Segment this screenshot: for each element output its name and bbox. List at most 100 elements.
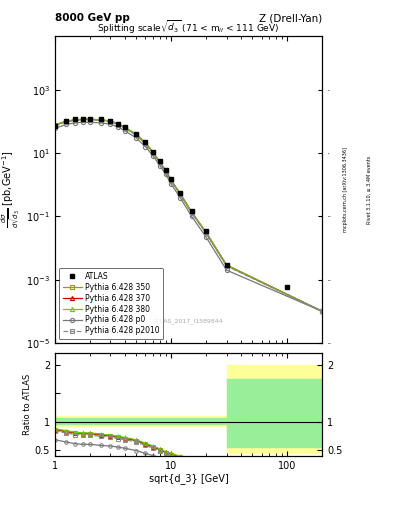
Pythia 6.428 p2010 xyxy=(53,122,57,129)
Pythia 6.428 350 xyxy=(64,118,69,124)
Pythia 6.428 p0 xyxy=(53,125,57,132)
ATLAS xyxy=(81,116,86,122)
Line: Pythia 6.428 370: Pythia 6.428 370 xyxy=(53,117,324,313)
Text: Rivet 3.1.10, ≥ 3.4M events: Rivet 3.1.10, ≥ 3.4M events xyxy=(367,155,372,224)
Pythia 6.428 380 xyxy=(320,308,325,314)
Pythia 6.428 p2010 xyxy=(64,119,69,125)
Line: Pythia 6.428 p2010: Pythia 6.428 p2010 xyxy=(53,118,324,313)
Pythia 6.428 350 xyxy=(163,168,168,174)
Pythia 6.428 380 xyxy=(123,124,127,131)
Line: Pythia 6.428 350: Pythia 6.428 350 xyxy=(53,117,324,313)
Pythia 6.428 380 xyxy=(64,118,69,124)
Pythia 6.428 350 xyxy=(178,191,183,197)
Pythia 6.428 380 xyxy=(108,118,113,124)
Pythia 6.428 370 xyxy=(224,262,229,268)
X-axis label: sqrt{d_3} [GeV]: sqrt{d_3} [GeV] xyxy=(149,473,228,484)
Pythia 6.428 p0 xyxy=(143,143,148,150)
Pythia 6.428 350 xyxy=(53,122,57,129)
Pythia 6.428 p0 xyxy=(204,234,208,240)
Pythia 6.428 p0 xyxy=(123,128,127,134)
Pythia 6.428 p0 xyxy=(151,153,156,159)
Pythia 6.428 370 xyxy=(143,140,148,146)
Pythia 6.428 380 xyxy=(151,149,156,155)
ATLAS xyxy=(116,120,121,126)
Pythia 6.428 p0 xyxy=(189,214,194,220)
Pythia 6.428 380 xyxy=(73,117,78,123)
Pythia 6.428 350 xyxy=(169,178,174,184)
Pythia 6.428 350 xyxy=(81,116,86,122)
Line: ATLAS: ATLAS xyxy=(53,116,290,289)
Pythia 6.428 370 xyxy=(108,118,113,124)
ATLAS xyxy=(169,176,174,182)
Pythia 6.428 350 xyxy=(224,263,229,269)
Line: Pythia 6.428 p0: Pythia 6.428 p0 xyxy=(53,120,324,313)
Pythia 6.428 380 xyxy=(143,139,148,145)
Text: 8000 GeV pp: 8000 GeV pp xyxy=(55,13,130,23)
Pythia 6.428 p2010 xyxy=(88,117,92,123)
ATLAS xyxy=(64,118,69,124)
ATLAS xyxy=(134,131,139,137)
Pythia 6.428 p0 xyxy=(163,172,168,178)
Pythia 6.428 p2010 xyxy=(158,160,162,166)
Text: mcplots.cern.ch [arXiv:1306.3436]: mcplots.cern.ch [arXiv:1306.3436] xyxy=(343,147,348,232)
Pythia 6.428 370 xyxy=(320,308,325,314)
Line: Pythia 6.428 380: Pythia 6.428 380 xyxy=(53,117,324,313)
Pythia 6.428 380 xyxy=(134,131,139,137)
Pythia 6.428 380 xyxy=(224,262,229,268)
ATLAS xyxy=(178,190,183,196)
Pythia 6.428 350 xyxy=(151,150,156,156)
Pythia 6.428 p2010 xyxy=(73,117,78,123)
Pythia 6.428 370 xyxy=(81,116,86,122)
Pythia 6.428 380 xyxy=(163,167,168,174)
Pythia 6.428 350 xyxy=(88,116,92,122)
Title: Splitting scale$\sqrt{d_3}$ (71 < m$_{ll}$ < 111 GeV): Splitting scale$\sqrt{d_3}$ (71 < m$_{ll… xyxy=(97,18,280,36)
Pythia 6.428 350 xyxy=(204,230,208,236)
Pythia 6.428 380 xyxy=(81,116,86,122)
Pythia 6.428 350 xyxy=(73,117,78,123)
Pythia 6.428 p2010 xyxy=(81,117,86,123)
Pythia 6.428 380 xyxy=(88,116,92,122)
Text: Z (Drell-Yan): Z (Drell-Yan) xyxy=(259,13,322,23)
Pythia 6.428 370 xyxy=(73,117,78,123)
Pythia 6.428 350 xyxy=(99,117,104,123)
Pythia 6.428 p2010 xyxy=(204,230,208,237)
Pythia 6.428 p2010 xyxy=(116,121,121,127)
Pythia 6.428 370 xyxy=(123,124,127,131)
Pythia 6.428 p2010 xyxy=(108,119,113,125)
Pythia 6.428 p2010 xyxy=(178,191,183,198)
Pythia 6.428 370 xyxy=(151,150,156,156)
Pythia 6.428 p0 xyxy=(224,267,229,273)
Pythia 6.428 350 xyxy=(143,140,148,146)
ATLAS xyxy=(88,116,92,122)
Pythia 6.428 370 xyxy=(189,209,194,215)
Pythia 6.428 p2010 xyxy=(320,308,325,314)
Pythia 6.428 380 xyxy=(204,229,208,236)
Pythia 6.428 p2010 xyxy=(189,210,194,216)
Pythia 6.428 p2010 xyxy=(123,125,127,132)
Pythia 6.428 p0 xyxy=(178,195,183,201)
Pythia 6.428 p2010 xyxy=(151,150,156,156)
Pythia 6.428 380 xyxy=(116,121,121,127)
ATLAS xyxy=(108,118,113,124)
Pythia 6.428 370 xyxy=(163,168,168,174)
Pythia 6.428 p2010 xyxy=(169,178,174,184)
Pythia 6.428 350 xyxy=(189,209,194,215)
Pythia 6.428 350 xyxy=(158,159,162,165)
ATLAS xyxy=(143,139,148,145)
Text: ATLAS_2017_I1589844: ATLAS_2017_I1589844 xyxy=(153,318,224,325)
Pythia 6.428 370 xyxy=(134,131,139,137)
Pythia 6.428 p0 xyxy=(116,124,121,130)
Pythia 6.428 370 xyxy=(204,229,208,236)
Pythia 6.428 p2010 xyxy=(143,141,148,147)
Pythia 6.428 370 xyxy=(64,118,69,124)
ATLAS xyxy=(285,284,290,290)
ATLAS xyxy=(123,124,127,131)
ATLAS xyxy=(163,166,168,173)
Pythia 6.428 p2010 xyxy=(99,117,104,123)
Pythia 6.428 370 xyxy=(178,191,183,197)
Pythia 6.428 p2010 xyxy=(134,132,139,138)
Pythia 6.428 380 xyxy=(53,122,57,128)
Pythia 6.428 p0 xyxy=(108,121,113,127)
ATLAS xyxy=(151,148,156,155)
Pythia 6.428 350 xyxy=(320,308,325,314)
